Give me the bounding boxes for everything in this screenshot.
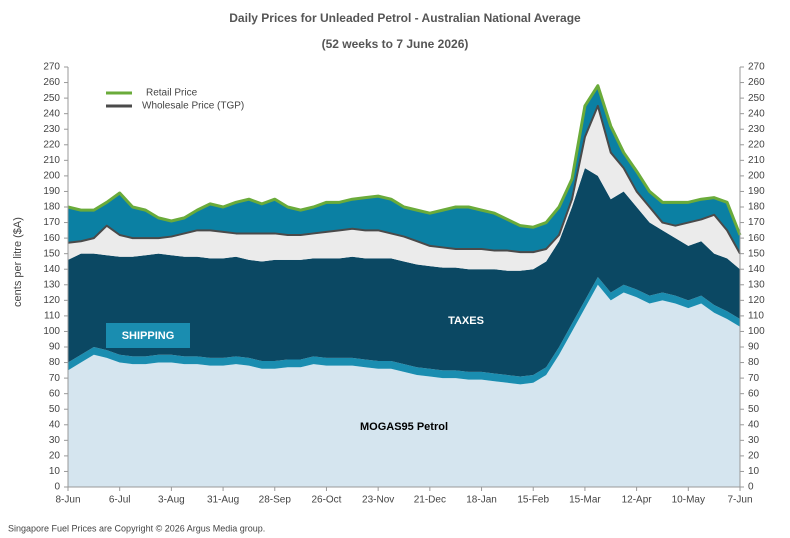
y2-tick-label: 170 bbox=[748, 217, 765, 228]
y2-tick-label: 220 bbox=[748, 139, 765, 150]
y-tick-label: 130 bbox=[43, 279, 60, 290]
x-tick-label: 26-Oct bbox=[311, 495, 341, 506]
y2-tick-label: 30 bbox=[748, 435, 760, 446]
x-tick-label: 3-Aug bbox=[158, 495, 185, 506]
y2-tick-label: 240 bbox=[748, 108, 765, 119]
y2-tick-label: 260 bbox=[748, 77, 765, 88]
y2-tick-label: 80 bbox=[748, 357, 760, 368]
layer-label: MOGAS95 Petrol bbox=[360, 421, 448, 433]
y-tick-label: 30 bbox=[49, 435, 61, 446]
y2-tick-label: 160 bbox=[748, 233, 765, 244]
legend-label: Wholesale Price (TGP) bbox=[142, 101, 244, 112]
layer-label: SHIPPING bbox=[122, 330, 175, 342]
y2-tick-label: 90 bbox=[748, 342, 760, 353]
y-tick-label: 250 bbox=[43, 93, 60, 104]
y-tick-label: 70 bbox=[49, 373, 61, 384]
y-tick-label: 0 bbox=[54, 482, 60, 493]
y-tick-label: 230 bbox=[43, 124, 60, 135]
y-tick-label: 40 bbox=[49, 419, 61, 430]
y2-tick-label: 140 bbox=[748, 264, 765, 275]
y-tick-label: 120 bbox=[43, 295, 60, 306]
y-tick-label: 170 bbox=[43, 217, 60, 228]
y-tick-label: 270 bbox=[43, 62, 60, 73]
y2-tick-label: 130 bbox=[748, 279, 765, 290]
x-tick-label: 21-Dec bbox=[414, 495, 446, 506]
y2-tick-label: 180 bbox=[748, 202, 765, 213]
y-tick-label: 20 bbox=[49, 451, 61, 462]
y2-tick-label: 150 bbox=[748, 248, 765, 259]
x-tick-label: 8-Jun bbox=[55, 495, 80, 506]
source-note: Singapore Fuel Prices are Copyright © 20… bbox=[8, 523, 265, 533]
y2-tick-label: 190 bbox=[748, 186, 765, 197]
area-layer bbox=[68, 277, 740, 385]
y-tick-label: 260 bbox=[43, 77, 60, 88]
legend-label: Retail Price bbox=[146, 88, 198, 99]
y-tick-label: 100 bbox=[43, 326, 60, 337]
y-tick-label: 140 bbox=[43, 264, 60, 275]
y-tick-label: 190 bbox=[43, 186, 60, 197]
x-tick-label: 28-Sep bbox=[259, 495, 292, 506]
y2-tick-label: 120 bbox=[748, 295, 765, 306]
y2-tick-label: 210 bbox=[748, 155, 765, 166]
y2-tick-label: 10 bbox=[748, 466, 760, 477]
area-layer bbox=[68, 85, 740, 254]
y-tick-label: 50 bbox=[49, 404, 61, 415]
y2-tick-label: 40 bbox=[748, 419, 760, 430]
y2-tick-label: 50 bbox=[748, 404, 760, 415]
y-tick-label: 220 bbox=[43, 139, 60, 150]
y-tick-label: 150 bbox=[43, 248, 60, 259]
y-tick-label: 200 bbox=[43, 171, 60, 182]
y2-tick-label: 250 bbox=[748, 93, 765, 104]
price-line bbox=[67, 104, 741, 255]
price-line bbox=[67, 84, 742, 236]
x-tick-label: 18-Jan bbox=[466, 495, 497, 506]
y2-tick-label: 60 bbox=[748, 388, 760, 399]
y-tick-label: 240 bbox=[43, 108, 60, 119]
chart-title: Daily Prices for Unleaded Petrol - Austr… bbox=[229, 11, 581, 25]
y-axis-label: cents per litre ($A) bbox=[12, 217, 24, 307]
y-tick-label: 210 bbox=[43, 155, 60, 166]
area-layer bbox=[68, 168, 740, 377]
y2-tick-label: 100 bbox=[748, 326, 765, 337]
y-tick-label: 60 bbox=[49, 388, 61, 399]
y-tick-label: 160 bbox=[43, 233, 60, 244]
y2-tick-label: 270 bbox=[748, 62, 765, 73]
y-tick-label: 180 bbox=[43, 202, 60, 213]
chart-subtitle: (52 weeks to 7 June 2026) bbox=[322, 37, 469, 51]
area-layer bbox=[68, 105, 740, 271]
y2-tick-label: 110 bbox=[748, 311, 764, 322]
layer-label: TAXES bbox=[448, 315, 484, 327]
y-tick-label: 80 bbox=[49, 357, 61, 368]
y2-tick-label: 200 bbox=[748, 171, 765, 182]
y2-tick-label: 230 bbox=[748, 124, 765, 135]
y-tick-label: 90 bbox=[49, 342, 61, 353]
x-tick-label: 12-Apr bbox=[622, 495, 653, 506]
y-tick-label: 110 bbox=[44, 311, 60, 322]
area-layer bbox=[68, 284, 740, 487]
x-tick-label: 6-Jul bbox=[109, 495, 131, 506]
x-tick-label: 31-Aug bbox=[207, 495, 239, 506]
x-tick-label: 15-Feb bbox=[517, 495, 549, 506]
x-tick-label: 7-Jun bbox=[727, 495, 752, 506]
y-tick-label: 10 bbox=[49, 466, 61, 477]
x-tick-label: 23-Nov bbox=[362, 495, 394, 506]
x-tick-label: 15-Mar bbox=[569, 495, 601, 506]
x-tick-label: 10-May bbox=[672, 495, 705, 506]
y2-tick-label: 0 bbox=[748, 482, 754, 493]
y2-tick-label: 70 bbox=[748, 373, 760, 384]
label-box bbox=[106, 323, 190, 348]
y2-tick-label: 20 bbox=[748, 451, 760, 462]
